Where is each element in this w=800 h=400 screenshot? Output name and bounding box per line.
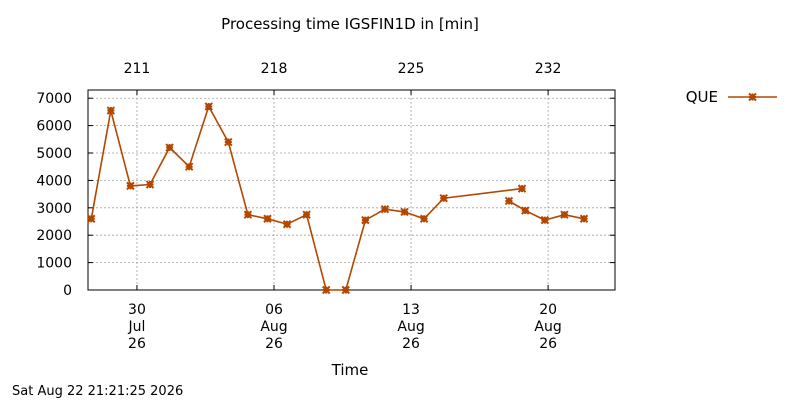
y-tick-label: 6000: [36, 119, 72, 135]
data-point-que: [204, 102, 213, 111]
data-point-que: [504, 196, 514, 206]
data-point-que: [400, 207, 409, 217]
data-point-que: [224, 137, 233, 147]
data-point-que: [380, 204, 390, 214]
top-tick-label: 225: [398, 61, 425, 77]
data-point-que: [106, 106, 116, 115]
data-point-que: [165, 143, 174, 152]
data-point-que: [439, 194, 448, 203]
data-point-que: [145, 180, 155, 189]
y-tick-label: 7000: [36, 91, 72, 107]
data-point-que: [361, 215, 370, 225]
data-point-que: [517, 184, 527, 193]
x-tick-label: 06 Aug 26: [260, 302, 287, 352]
data-point-que: [322, 285, 331, 295]
top-tick-label: 232: [535, 61, 562, 77]
y-tick-label: 2000: [36, 228, 72, 244]
legend-marker-que: [748, 92, 757, 102]
data-point-que: [243, 210, 253, 219]
y-tick-label: 3000: [36, 201, 72, 217]
x-tick-label: 13 Aug 26: [397, 302, 424, 352]
chart-title: Processing time IGSFIN1D in [min]: [221, 15, 479, 33]
y-tick-label: 0: [63, 283, 72, 299]
footer-timestamp: Sat Aug 22 21:21:25 2026: [12, 384, 183, 399]
y-tick-label: 4000: [36, 173, 72, 189]
grid: [88, 90, 615, 290]
series-que: [87, 102, 589, 295]
plot-frame: [87, 89, 616, 291]
data-point-que: [302, 210, 311, 219]
y-tick-label: 5000: [36, 146, 72, 162]
data-point-que: [579, 214, 589, 223]
data-point-que: [126, 181, 135, 191]
x-tick-label: 20 Aug 26: [534, 302, 561, 352]
data-point-que: [282, 220, 292, 229]
data-point-que: [341, 285, 350, 295]
x-tick-label: 30 Jul 26: [127, 302, 145, 352]
data-point-que: [87, 214, 96, 223]
x-axis-label: Time: [331, 361, 369, 379]
data-point-que: [540, 215, 550, 225]
y-tick-label: 1000: [36, 256, 72, 272]
legend-label-que: QUE: [686, 88, 718, 106]
legend: QUE: [686, 88, 777, 106]
data-point-que: [560, 210, 569, 219]
data-point-que: [419, 214, 429, 223]
data-point-que: [521, 206, 530, 215]
top-tick-label: 211: [124, 61, 151, 77]
axis-ticks: 0 1000 2000 3000 4000 5000 6000 7000 30 Jul 26 06 Au…: [36, 61, 615, 352]
data-point-que: [184, 162, 194, 171]
data-point-que: [263, 214, 272, 223]
top-tick-label: 218: [261, 61, 288, 77]
